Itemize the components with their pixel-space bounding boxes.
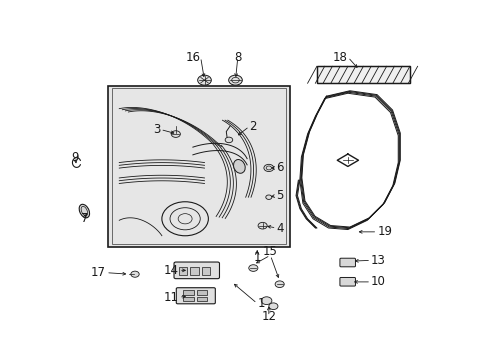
Circle shape	[268, 303, 277, 310]
Circle shape	[197, 75, 211, 85]
Bar	[196, 297, 207, 301]
Text: 14: 14	[163, 264, 179, 277]
Text: 8: 8	[234, 50, 241, 64]
Text: 9: 9	[71, 150, 79, 164]
Text: 12: 12	[261, 310, 276, 323]
Text: 3: 3	[153, 123, 160, 136]
FancyBboxPatch shape	[174, 262, 219, 279]
Bar	[183, 291, 194, 294]
FancyBboxPatch shape	[176, 288, 215, 304]
Text: 13: 13	[370, 254, 385, 267]
Circle shape	[171, 131, 180, 138]
Bar	[201, 267, 209, 275]
Text: 1: 1	[257, 297, 264, 310]
Bar	[316, 66, 409, 83]
Text: 5: 5	[276, 189, 284, 202]
Circle shape	[224, 137, 232, 143]
Bar	[179, 267, 187, 275]
Circle shape	[264, 164, 273, 172]
Text: 2: 2	[249, 120, 256, 133]
Circle shape	[131, 271, 139, 277]
Ellipse shape	[233, 159, 244, 173]
Bar	[196, 291, 207, 294]
Text: 19: 19	[377, 225, 391, 238]
Bar	[190, 267, 198, 275]
Text: 6: 6	[276, 161, 284, 175]
Text: 4: 4	[276, 221, 284, 234]
Circle shape	[228, 75, 242, 85]
Text: 10: 10	[370, 275, 385, 288]
Bar	[107, 86, 289, 247]
Text: 16: 16	[185, 50, 200, 64]
FancyBboxPatch shape	[339, 258, 355, 267]
Text: 15: 15	[263, 244, 277, 258]
Circle shape	[248, 265, 257, 271]
Bar	[316, 66, 409, 83]
Circle shape	[265, 195, 271, 199]
Text: 17: 17	[91, 266, 106, 279]
Circle shape	[275, 281, 284, 288]
Text: 11: 11	[163, 291, 179, 304]
Circle shape	[261, 297, 271, 305]
Text: 1: 1	[253, 251, 261, 264]
Bar	[111, 89, 285, 244]
Ellipse shape	[79, 204, 89, 218]
Text: 7: 7	[81, 212, 88, 225]
Bar	[183, 297, 194, 301]
Circle shape	[258, 222, 266, 229]
Text: 18: 18	[332, 50, 347, 64]
FancyBboxPatch shape	[339, 278, 355, 286]
